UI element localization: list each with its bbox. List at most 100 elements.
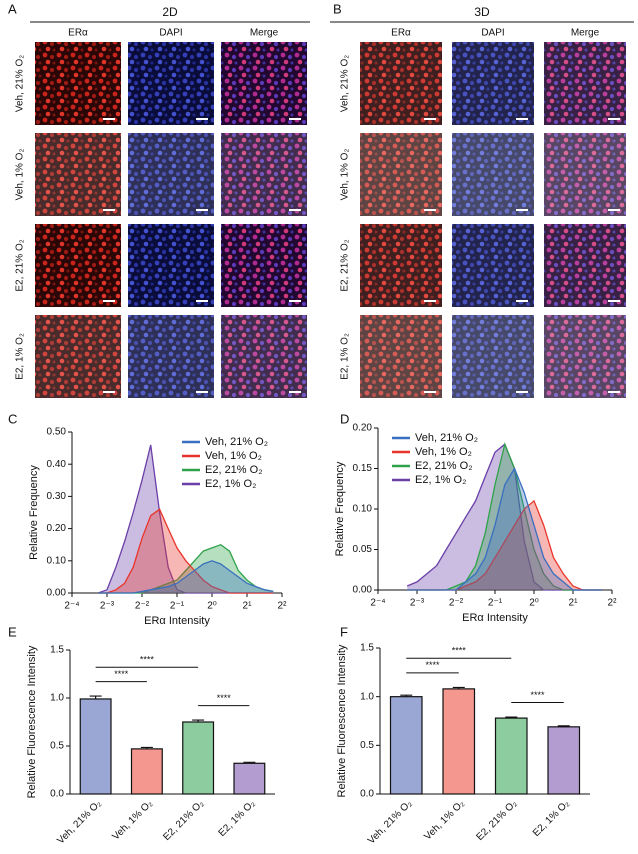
row-label: Veh, 21% O₂: [15, 55, 26, 112]
x-tick-label: Veh, 1% O₂: [111, 798, 155, 842]
area-fill: [407, 500, 603, 590]
micrograph: [35, 315, 121, 398]
micrograph: [35, 133, 121, 216]
micrograph: [35, 42, 121, 125]
significance-label: ****: [140, 655, 155, 665]
area-fill: [407, 468, 603, 590]
column-header: ERα: [391, 28, 411, 39]
row-label: Veh, 1% O₂: [15, 149, 26, 201]
panel-letter: A: [8, 1, 17, 16]
micrograph: [221, 224, 307, 307]
panel-letter: E: [8, 624, 17, 639]
x-tick-label: 2²: [278, 601, 288, 612]
micrograph: [128, 42, 214, 125]
panel-title: 3D: [474, 5, 490, 19]
legend-label: Veh, 21% O₂: [415, 432, 478, 444]
x-tick-label: 2⁻²: [135, 601, 150, 612]
panel-letter: B: [333, 1, 342, 16]
y-tick-label: 1.5: [50, 645, 64, 656]
area-fill: [98, 544, 274, 593]
y-tick-label: 0.15: [353, 463, 373, 474]
error-bar: [140, 746, 153, 749]
bar: [494, 717, 528, 795]
micrograph: [452, 133, 534, 216]
y-axis-label: Relative Frequency: [28, 465, 40, 560]
y-axis-label: Relative Frequency: [334, 461, 346, 556]
legend-label: E2, 21% O₂: [205, 464, 262, 476]
x-tick-label: 2⁻¹: [170, 601, 185, 612]
x-tick-label: E2, 21% O₂: [475, 798, 520, 843]
legend-label: E2, 1% O₂: [205, 478, 256, 490]
legend-label: Veh, 21% O₂: [205, 436, 268, 448]
micrograph: [128, 224, 214, 307]
significance-label: ****: [425, 660, 440, 670]
panel-letter: C: [8, 411, 17, 426]
micrograph: [544, 315, 626, 398]
x-tick-label: 2¹: [569, 598, 579, 609]
x-tick-label: 2⁰: [207, 601, 217, 612]
y-tick-label: 0.0: [360, 789, 374, 800]
area-line: [407, 467, 603, 591]
column-header: DAPI: [481, 28, 504, 39]
significance-label: ****: [452, 646, 467, 656]
x-tick-label: 2⁻³: [410, 598, 425, 609]
legend-label: Veh, 1% O₂: [415, 446, 472, 458]
row-label: E2, 1% O₂: [15, 333, 26, 380]
micrograph: [452, 224, 534, 307]
bar: [442, 688, 476, 795]
x-tick-label: E2, 1% O₂: [531, 798, 572, 839]
bar: [389, 696, 423, 795]
bar: [547, 726, 581, 795]
y-tick-label: 0.40: [47, 459, 67, 470]
micrograph: [360, 315, 442, 398]
y-axis-label: Relative Fluorescence Intensity: [336, 644, 348, 797]
y-tick-label: 0.5: [50, 741, 64, 752]
micrograph: [360, 133, 442, 216]
micrograph: [221, 42, 307, 125]
column-header: DAPI: [159, 28, 182, 39]
panel-letter: F: [340, 624, 348, 639]
y-tick-label: 1.0: [50, 693, 64, 704]
column-header: Merge: [571, 28, 600, 39]
error-bar: [192, 719, 205, 722]
row-label: Veh, 1% O₂: [340, 149, 351, 201]
x-tick-label: 2¹: [243, 601, 253, 612]
area-line: [98, 560, 274, 594]
x-tick-label: Veh, 21% O₂: [366, 798, 414, 846]
x-tick-label: E2, 21% O₂: [161, 798, 206, 843]
x-tick-label: 2⁻⁴: [370, 598, 385, 609]
significance-label: ****: [217, 693, 232, 703]
error-bar: [557, 725, 570, 727]
significance-label: ****: [530, 690, 545, 700]
error-bar: [505, 716, 518, 719]
y-tick-label: 0.30: [47, 491, 67, 502]
x-tick-label: 2⁻³: [100, 601, 115, 612]
y-tick-label: 0.50: [47, 427, 67, 438]
error-bar: [452, 686, 465, 689]
bar: [182, 721, 215, 795]
legend-label: Veh, 1% O₂: [205, 450, 262, 462]
y-tick-label: 0.00: [47, 588, 67, 599]
micrograph: [544, 224, 626, 307]
x-tick-label: 2⁰: [529, 598, 539, 609]
x-tick-label: 2⁻⁴: [64, 601, 79, 612]
row-label: E2, 1% O₂: [340, 333, 351, 380]
x-tick-label: 2⁻¹: [488, 598, 503, 609]
micrograph: [544, 133, 626, 216]
area-fill: [407, 444, 603, 590]
x-tick-label: E2, 1% O₂: [217, 798, 258, 839]
area-line: [98, 508, 274, 594]
area-fill: [98, 509, 274, 593]
error-bar: [400, 694, 413, 697]
y-tick-label: 1.0: [360, 691, 374, 702]
micrograph: [128, 315, 214, 398]
error-bar: [89, 695, 102, 699]
bar: [79, 698, 112, 795]
bar: [233, 762, 266, 795]
area-fill: [407, 444, 603, 590]
y-tick-label: 0.05: [353, 544, 373, 555]
panel-title: 2D: [162, 5, 178, 19]
row-label: E2, 21% O₂: [15, 239, 26, 291]
row-label: E2, 21% O₂: [340, 239, 351, 291]
